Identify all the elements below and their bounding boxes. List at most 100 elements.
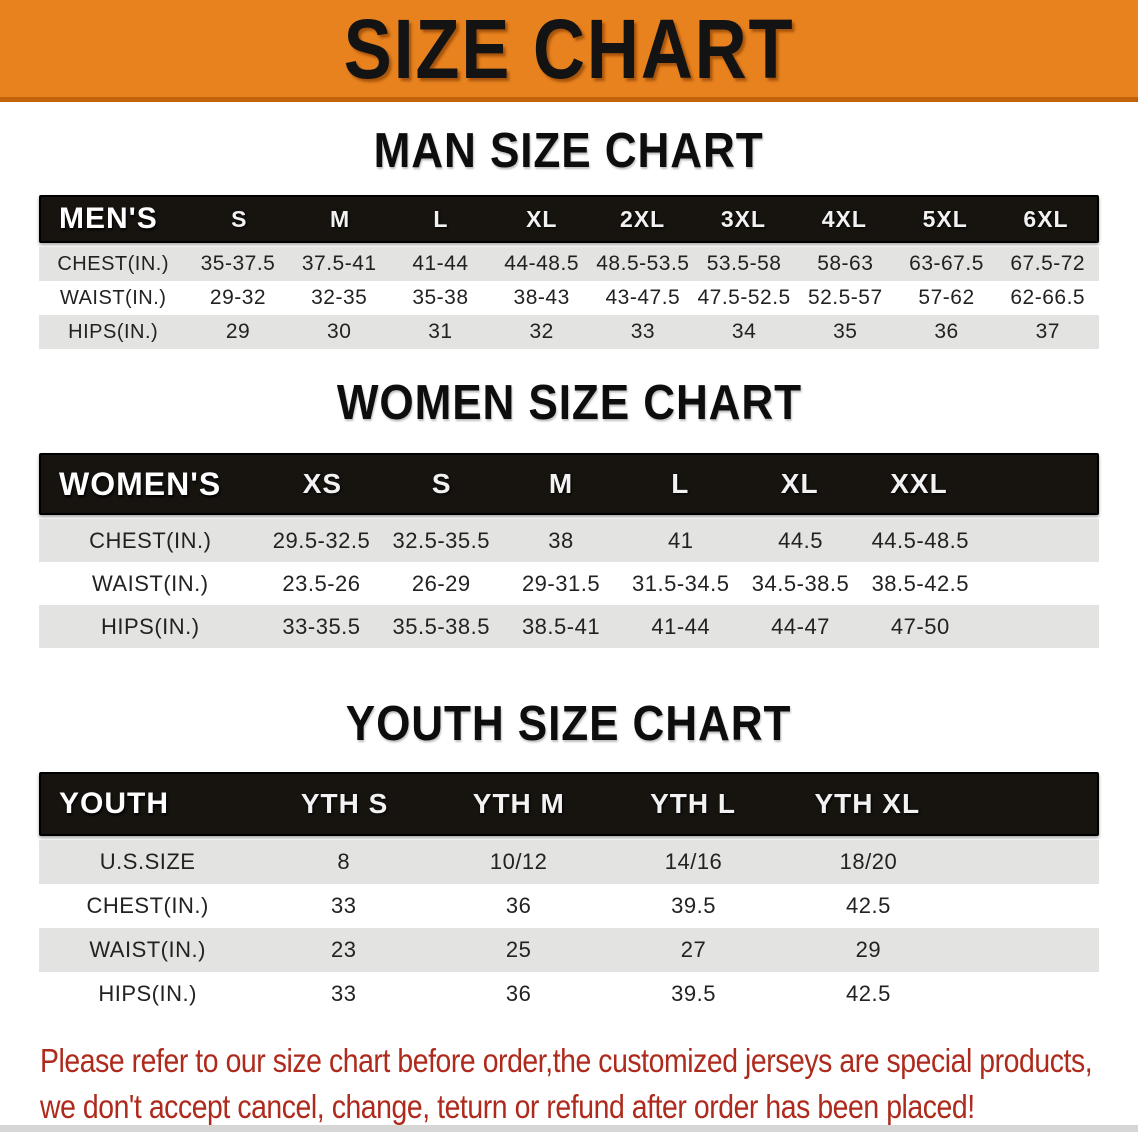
table-corner-label: WOMEN'S: [59, 465, 222, 502]
men-section-heading: MAN SIZE CHART: [374, 124, 764, 178]
size-value-cell: 37: [1035, 320, 1060, 343]
size-column-header: 5XL: [922, 205, 968, 232]
size-column-header: 3XL: [720, 205, 767, 232]
size-value-cell: 48.5-53.5: [596, 252, 690, 275]
row-label: HIPS(IN.): [100, 613, 200, 639]
table-corner-label: MEN'S: [59, 202, 158, 235]
size-column-header: YTH XL: [814, 788, 921, 819]
size-value-cell: 29-32: [209, 286, 267, 309]
disclaimer-line-2: we don't accept cancel, change, teturn o…: [40, 1088, 975, 1125]
row-label: WAIST(IN.): [91, 570, 209, 596]
size-value-cell: 32: [529, 320, 554, 343]
row-label: WAIST(IN.): [59, 286, 167, 309]
table-row: HIPS(IN.) 33 36 39.5 42.5: [39, 972, 1099, 1016]
size-value-cell: 29-31.5: [521, 570, 601, 596]
size-value-cell: 36: [505, 893, 532, 918]
table-row: WAIST(IN.) 23 25 27 29: [39, 928, 1099, 972]
table-row: CHEST(IN.) 29.5-32.5 32.5-35.5 38 41 44.5 44.5…: [39, 519, 1099, 562]
size-value-cell: 38-43: [513, 286, 570, 309]
size-value-cell: 34: [731, 320, 757, 343]
youth-section-heading: YOUTH SIZE CHART: [346, 697, 792, 751]
size-column-header: 4XL: [821, 205, 867, 232]
size-column-header: XXL: [890, 468, 948, 499]
size-value-cell: 53.5-58: [706, 252, 782, 275]
size-value-cell: 41-44: [651, 613, 711, 639]
size-value-cell: 31: [428, 320, 453, 343]
size-value-cell: 58-63: [817, 252, 874, 275]
size-column-header: YTH L: [650, 788, 736, 819]
size-value-cell: 29.5-32.5: [272, 527, 371, 553]
table-row: U.S.SIZE 8 10/12 14/16 18/20: [39, 840, 1099, 884]
size-value-cell: 43-47.5: [605, 286, 681, 309]
size-value-cell: 23.5-26: [282, 570, 361, 596]
size-column-header: YTH M: [472, 788, 565, 819]
size-value-cell: 8: [337, 849, 351, 874]
size-column-header: L: [671, 468, 690, 499]
size-value-cell: 29: [855, 937, 882, 962]
row-label: CHEST(IN.): [89, 527, 212, 553]
size-column-header: XS: [302, 468, 343, 499]
table-row: WAIST(IN.) 23.5-26 26-29 29-31.5 31.5-34.5 34…: [39, 562, 1099, 605]
table-row: CHEST(IN.) 35-37.5 37.5-41 41-44 44-48.5 48.5…: [39, 247, 1099, 281]
row-label: HIPS(IN.): [98, 981, 197, 1006]
disclaimer-text: Please refer to our size chart before or…: [40, 1038, 1138, 1130]
size-value-cell: 42.5: [846, 893, 891, 918]
disclaimer-line-1: Please refer to our size chart before or…: [40, 1042, 1093, 1079]
size-column-header: 2XL: [620, 205, 666, 232]
size-value-cell: 44.5-48.5: [871, 527, 970, 553]
size-value-cell: 44.5: [778, 527, 823, 553]
size-column-header: S: [431, 468, 452, 499]
size-value-cell: 35: [833, 320, 858, 343]
table-row: HIPS(IN.) 33-35.5 35.5-38.5 38.5-41 41-44 44-…: [39, 605, 1099, 648]
size-value-cell: 32-35: [311, 286, 368, 309]
size-value-cell: 47.5-52.5: [697, 286, 791, 309]
size-column-header: M: [330, 205, 351, 232]
row-label: U.S.SIZE: [99, 849, 196, 874]
size-value-cell: 36: [505, 981, 532, 1006]
size-value-cell: 47-50: [890, 613, 950, 639]
row-label: CHEST(IN.): [86, 893, 209, 918]
youth-size-table: YOUTH YTH S YTH M YTH L YTH XL U.S.SIZE 8 10/12…: [39, 772, 1099, 1016]
size-value-cell: 57-62: [918, 286, 975, 309]
size-column-header: XL: [780, 468, 819, 499]
table-row: WAIST(IN.) 29-32 32-35 35-38 38-43 43-47.5 47.…: [39, 281, 1099, 315]
size-value-cell: 38.5-42.5: [871, 570, 970, 596]
size-value-cell: 44-48.5: [504, 252, 580, 275]
size-value-cell: 41: [668, 527, 694, 553]
size-value-cell: 44-47: [771, 613, 830, 639]
size-value-cell: 37.5-41: [301, 252, 377, 275]
size-value-cell: 32.5-35.5: [392, 527, 490, 553]
size-value-cell: 25: [505, 937, 532, 962]
size-value-cell: 39.5: [671, 893, 716, 918]
size-column-header: S: [231, 205, 248, 232]
size-value-cell: 63-67.5: [909, 252, 984, 275]
table-corner-label: YOUTH: [59, 787, 169, 820]
size-value-cell: 38: [548, 527, 574, 553]
banner-title: SIZE CHART: [343, 1, 795, 96]
men-size-table: MEN'S S M L XL 2XL 3XL 4XL 5XL 6XL CHEST(IN.) 35-37…: [39, 195, 1099, 349]
size-value-cell: 42.5: [846, 981, 891, 1006]
size-value-cell: 35.5-38.5: [392, 613, 490, 639]
size-value-cell: 33: [630, 320, 656, 343]
size-value-cell: 33-35.5: [282, 613, 361, 639]
row-label: WAIST(IN.): [89, 937, 206, 962]
size-value-cell: 41-44: [412, 252, 469, 275]
size-value-cell: 36: [934, 320, 959, 343]
size-value-cell: 34.5-38.5: [751, 570, 850, 596]
size-value-cell: 67.5-72: [1010, 252, 1086, 275]
bottom-edge-strip: [0, 1125, 1138, 1132]
table-row: HIPS(IN.) 29 30 31 32 33 34 35 36 37: [39, 315, 1099, 349]
size-value-cell: 23: [331, 937, 357, 962]
women-section-heading: WOMEN SIZE CHART: [336, 376, 802, 430]
size-value-cell: 14/16: [664, 849, 723, 874]
size-value-cell: 29: [225, 320, 251, 343]
table-header-row: WOMEN'S XS S M L XL XXL: [39, 453, 1099, 515]
table-row: CHEST(IN.) 33 36 39.5 42.5: [39, 884, 1099, 928]
table-header-row: MEN'S S M L XL 2XL 3XL 4XL 5XL 6XL: [39, 195, 1099, 243]
row-label: HIPS(IN.): [68, 320, 159, 343]
size-value-cell: 52.5-57: [807, 286, 883, 309]
size-value-cell: 62-66.5: [1010, 286, 1086, 309]
size-column-header: L: [433, 205, 449, 232]
size-chart-banner: SIZE CHART: [0, 0, 1138, 102]
size-column-header: YTH S: [300, 788, 389, 819]
